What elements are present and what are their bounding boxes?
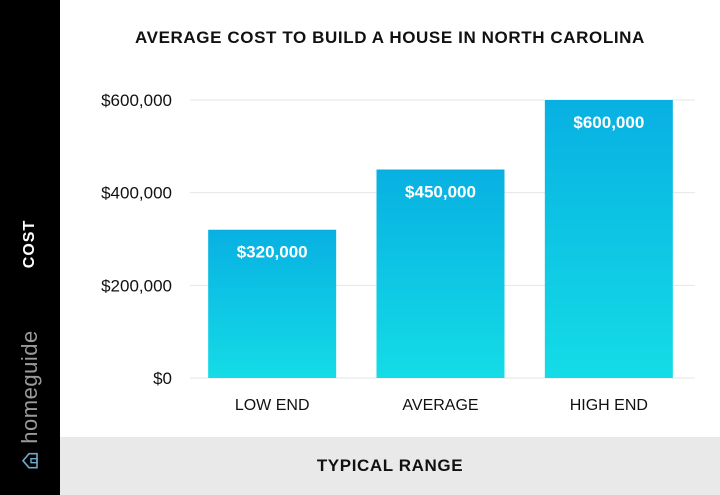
bar-value-label: $450,000 xyxy=(405,183,476,202)
brand-logo: homeguide xyxy=(17,330,43,469)
sidebar: COST homeguide xyxy=(0,0,60,495)
y-tick-label: $200,000 xyxy=(101,276,172,295)
x-tick-label: AVERAGE xyxy=(402,397,478,414)
x-tick-label: HIGH END xyxy=(570,397,648,414)
bar-value-label: $320,000 xyxy=(237,243,308,262)
brand-name: homeguide xyxy=(17,330,42,444)
y-tick-label: $0 xyxy=(153,369,172,388)
y-axis-title: COST xyxy=(21,219,38,269)
bar xyxy=(544,100,673,378)
bar-value-label: $600,000 xyxy=(573,113,644,132)
y-tick-label: $600,000 xyxy=(101,91,172,110)
plot-area: $0 $200,000 $400,000 $600,000 $320,000 LOW EN… xyxy=(101,91,695,414)
y-tick-label: $400,000 xyxy=(101,184,172,203)
bar xyxy=(376,169,505,378)
house-icon xyxy=(21,452,38,469)
chart-title: AVERAGE COST TO BUILD A HOUSE IN NORTH C… xyxy=(135,28,645,47)
x-axis-band: TYPICAL RANGE xyxy=(60,437,720,495)
bar xyxy=(208,229,337,378)
x-axis-title: TYPICAL RANGE xyxy=(316,456,464,475)
x-tick-label: LOW END xyxy=(235,397,310,414)
